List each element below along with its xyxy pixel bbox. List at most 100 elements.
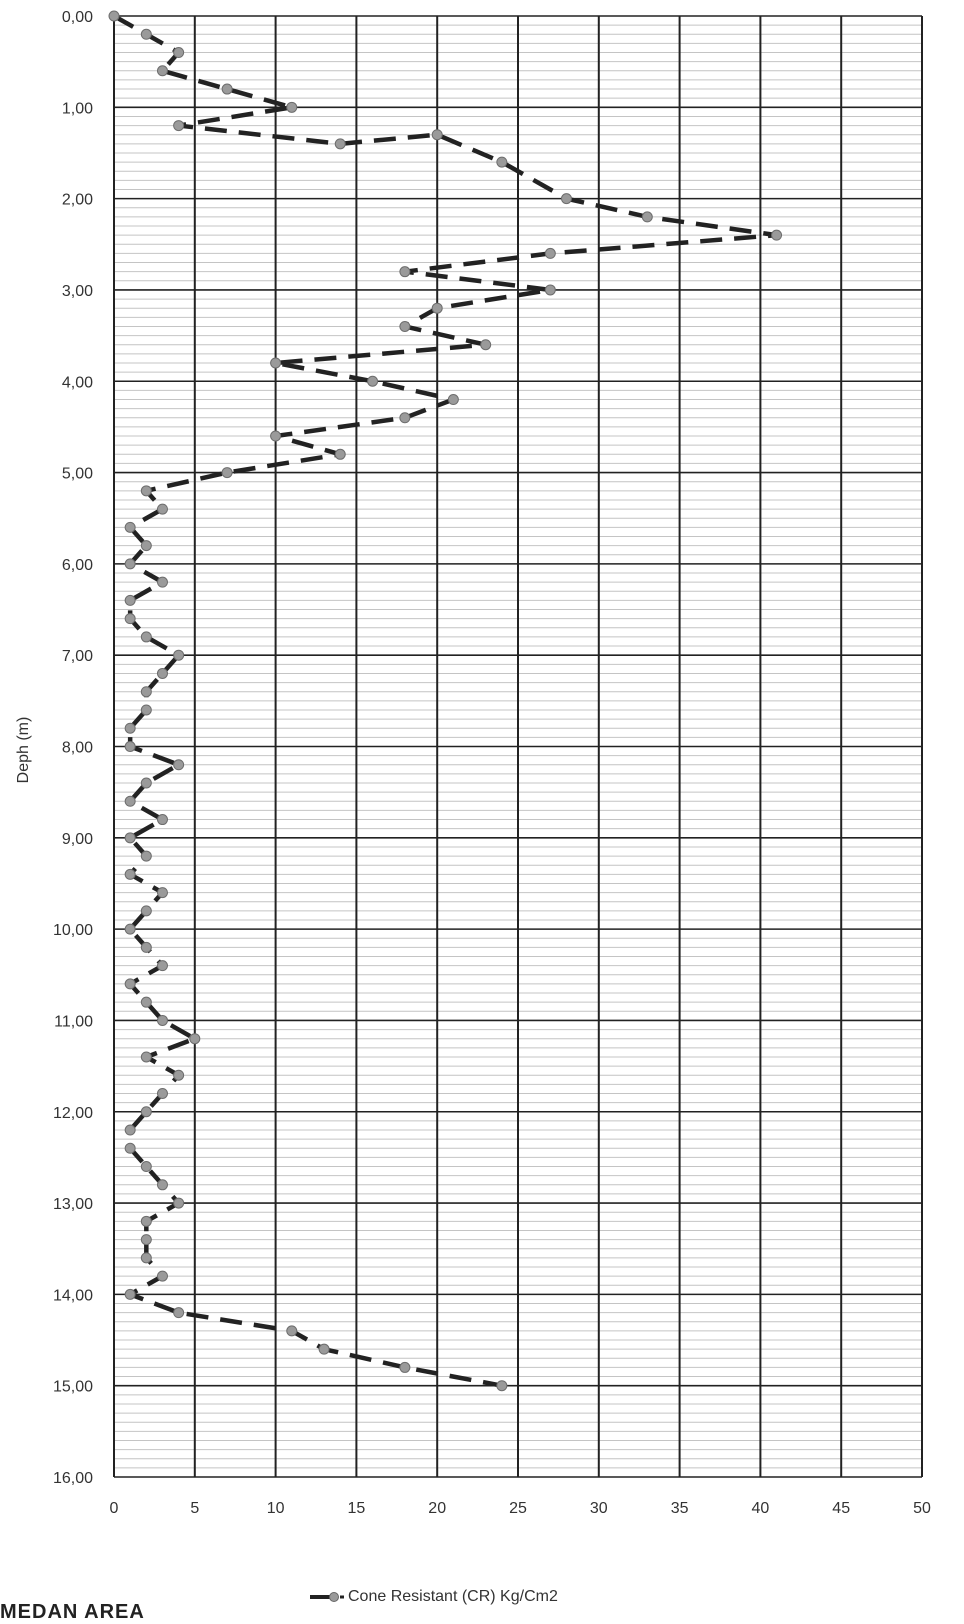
data-point [124,558,136,570]
data-point [124,923,136,935]
data-point [431,302,443,314]
data-point [124,613,136,625]
data-point [124,795,136,807]
data-point [124,521,136,533]
data-point [140,1252,152,1264]
data-point [140,686,152,698]
data-point [140,485,152,497]
data-point [140,996,152,1008]
y-tick-label: 7,00 [62,648,93,665]
data-point [334,138,346,150]
data-point [140,941,152,953]
x-tick-label: 25 [509,1500,527,1517]
data-point [140,1215,152,1227]
y-tick-label: 14,00 [53,1287,93,1304]
legend-label: Cone Resistant (CR) Kg/Cm2 [348,1588,558,1605]
data-point [544,247,556,259]
x-tick-label: 10 [267,1500,285,1517]
x-tick-labels: 0 5 10 15 20 25 30 35 40 45 50 [110,1500,931,1517]
data-point [447,394,459,406]
x-tick-label: 15 [348,1500,366,1517]
series-line [112,14,779,1388]
data-point [399,266,411,278]
major-gridlines [113,15,923,1478]
data-point [156,1270,168,1282]
legend-marker-icon [310,1592,344,1602]
data-point [156,887,168,899]
data-point [480,339,492,351]
y-tick-label: 2,00 [62,192,93,209]
data-point [270,357,282,369]
data-point [140,28,152,40]
data-point [156,814,168,826]
y-tick-label: 3,00 [62,283,93,300]
data-point [560,193,572,205]
x-tick-label: 45 [832,1500,850,1517]
data-point [221,467,233,479]
data-point [173,649,185,661]
data-point [124,868,136,880]
data-point [173,1307,185,1319]
data-point [124,1124,136,1136]
data-point [140,1234,152,1246]
data-point [156,1014,168,1026]
data-point [124,722,136,734]
legend: Cone Resistant (CR) Kg/Cm2 [308,1586,558,1608]
data-point [156,503,168,515]
data-point [108,10,120,22]
data-point [399,1361,411,1373]
y-tick-label: 11,00 [54,1013,93,1030]
x-tick-label: 0 [110,1500,119,1517]
data-point [286,1325,298,1337]
data-point [771,229,783,241]
data-point [399,412,411,424]
data-point [140,850,152,862]
data-point [140,704,152,716]
data-point [140,1051,152,1063]
y-tick-label: 1,00 [62,100,93,117]
data-point [399,320,411,332]
data-point [367,375,379,387]
data-point [641,211,653,223]
y-axis-label: Deph (m) [15,717,32,784]
y-tick-label: 16,00 [53,1470,93,1487]
y-tick-labels: 0,00 1,00 2,00 3,00 4,00 5,00 6,00 7,00 8,00 9,00… [53,9,93,1487]
data-point [286,101,298,113]
data-point [173,47,185,59]
data-point [140,905,152,917]
y-tick-label: 6,00 [62,557,93,574]
data-point [124,978,136,990]
data-point [156,65,168,77]
data-point [431,129,443,141]
footer-caption: MEDAN AREA [0,1601,145,1623]
data-point [156,1087,168,1099]
x-tick-label: 5 [190,1500,199,1517]
data-point [124,1142,136,1154]
data-point [124,594,136,606]
y-tick-label: 9,00 [62,831,93,848]
data-point [496,1380,508,1392]
data-point [189,1033,201,1045]
data-point [140,1106,152,1118]
data-point [124,1288,136,1300]
y-tick-label: 10,00 [53,922,93,939]
y-tick-label: 12,00 [53,1105,93,1122]
data-point [173,1069,185,1081]
data-point [173,120,185,132]
data-point [156,576,168,588]
x-tick-label: 35 [671,1500,689,1517]
x-tick-label: 40 [752,1500,770,1517]
data-point [156,1179,168,1191]
y-tick-label: 15,00 [53,1379,93,1396]
data-point [140,631,152,643]
data-point [156,667,168,679]
y-tick-label: 4,00 [62,374,93,391]
data-point [124,741,136,752]
data-point [173,1197,185,1209]
series-layer [108,10,783,1392]
data-point [140,1161,152,1173]
data-point [124,832,136,844]
data-point [173,759,185,771]
data-point [140,777,152,789]
x-tick-label: 20 [428,1500,446,1517]
